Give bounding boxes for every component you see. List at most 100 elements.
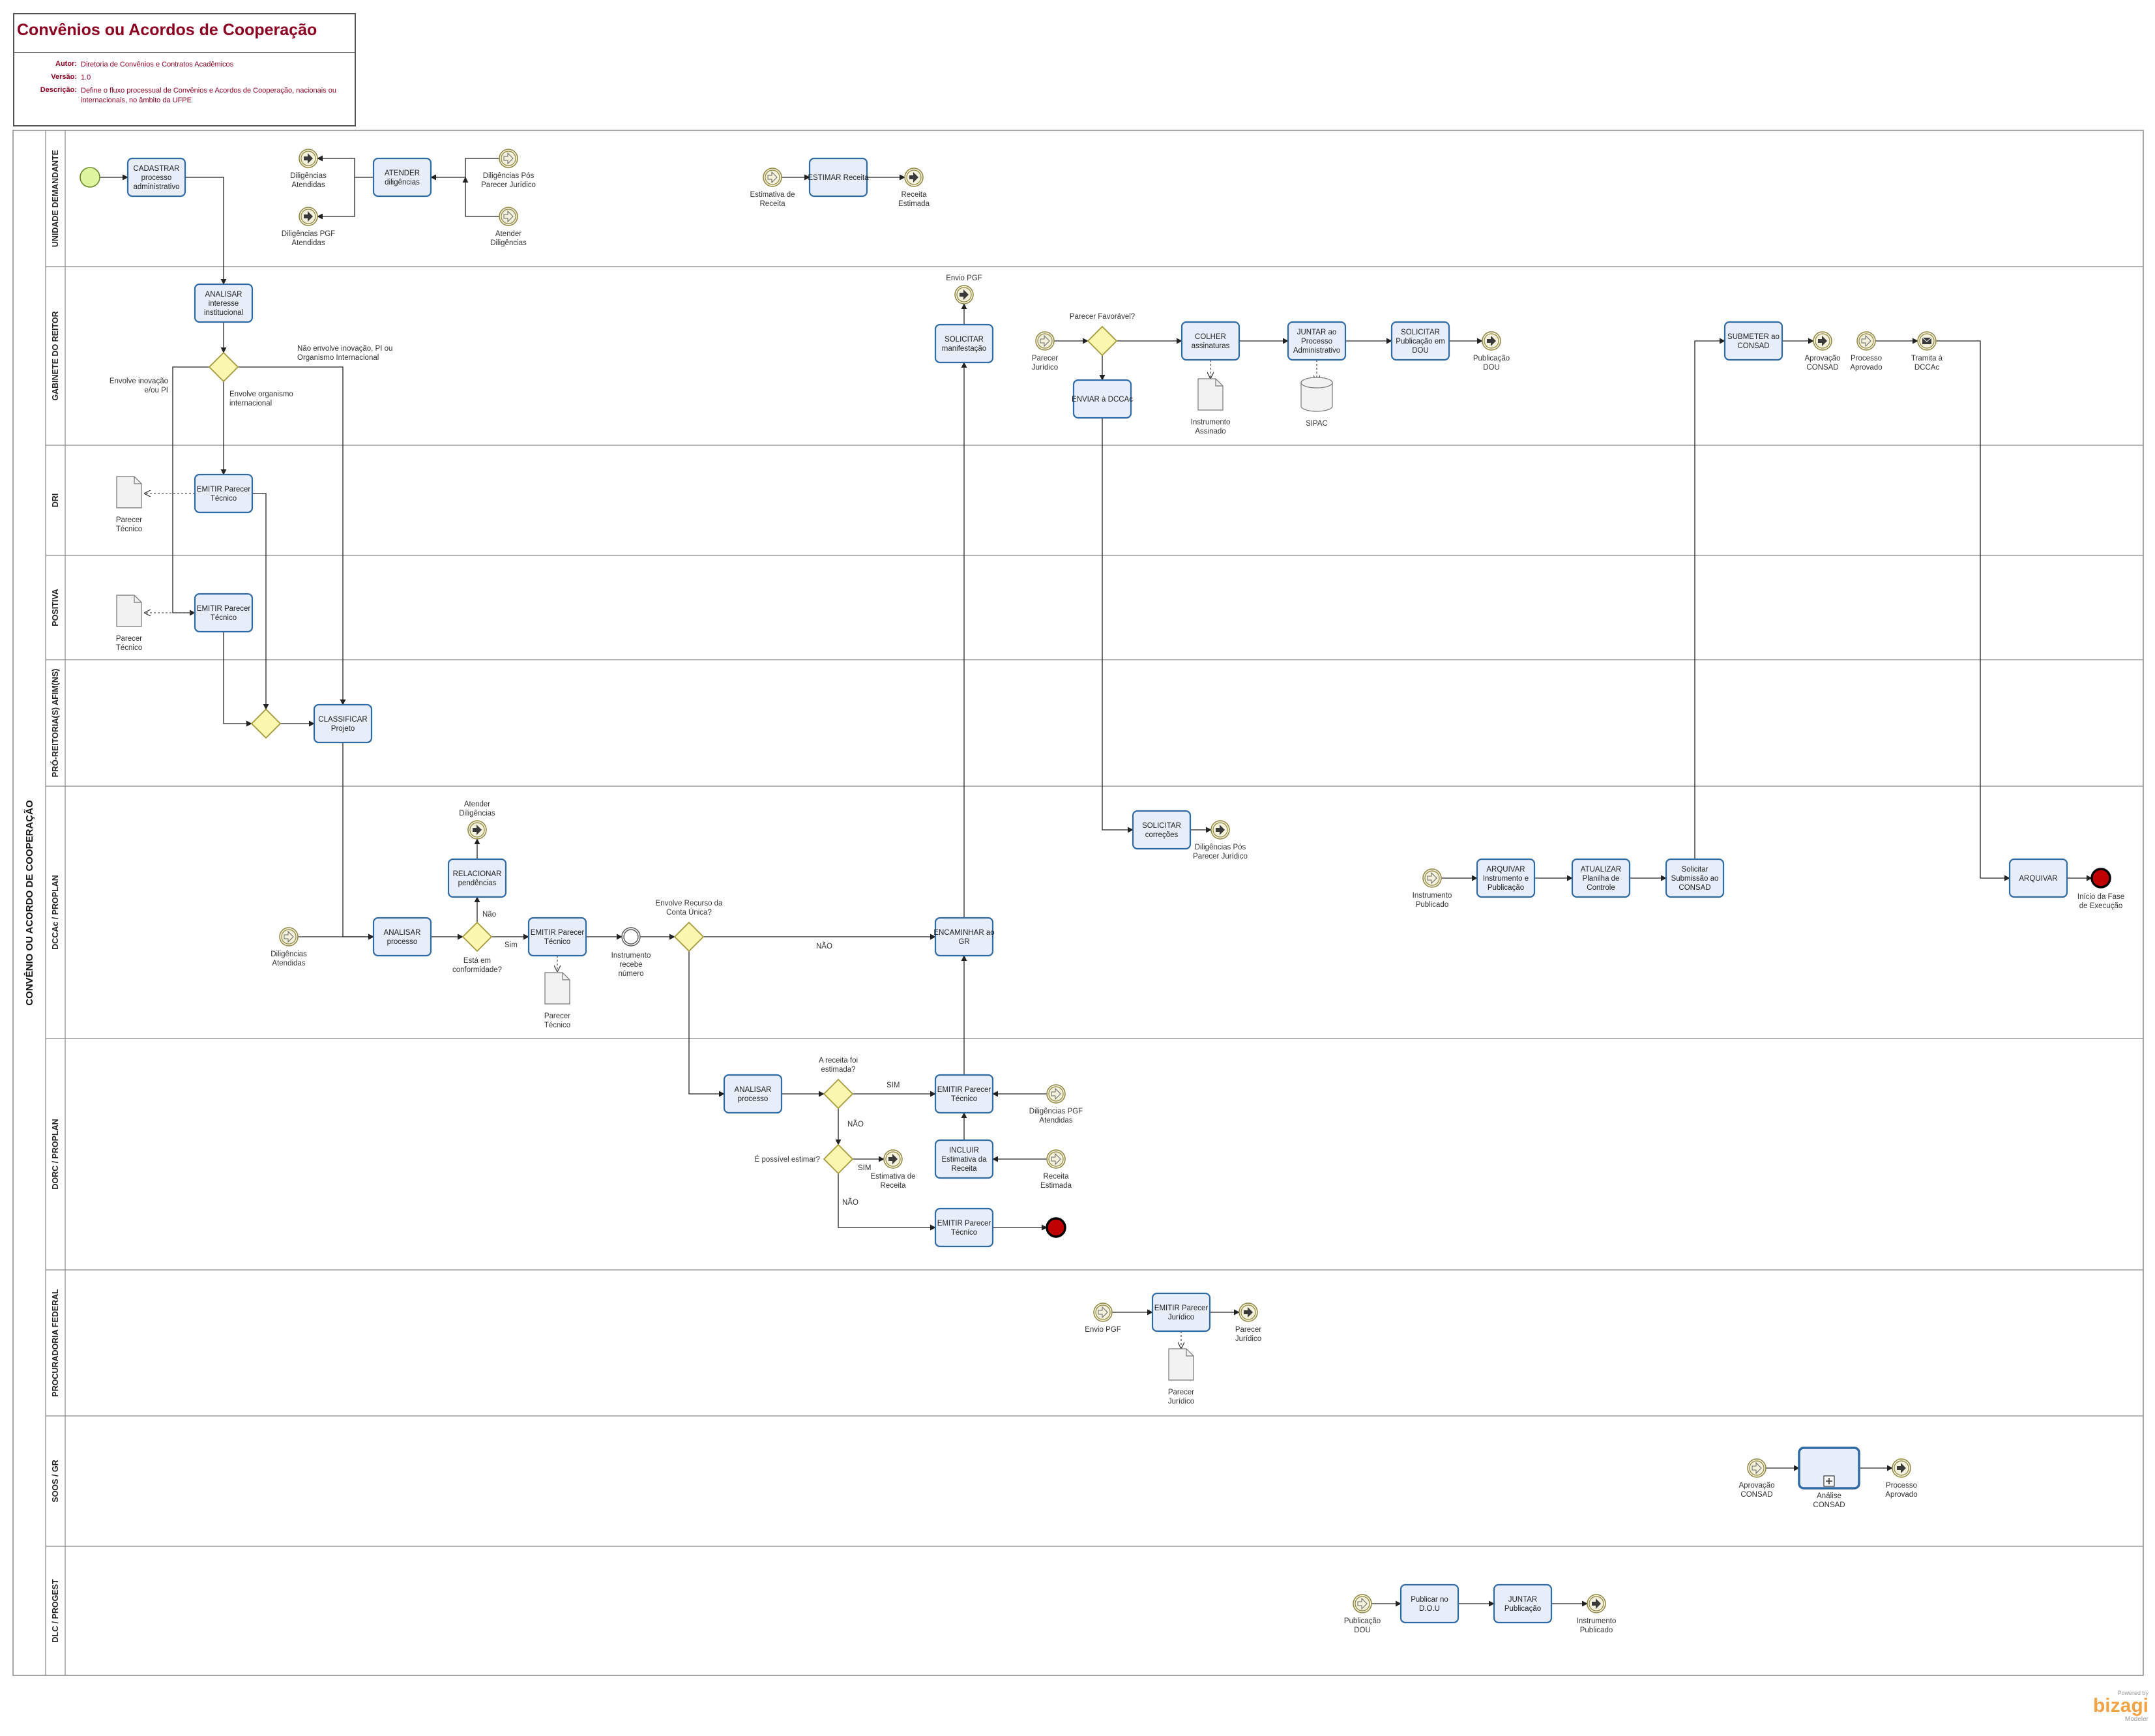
event-label: Atender Diligências <box>459 801 495 817</box>
link-throw-icon <box>1216 825 1225 835</box>
node-t-atualizar: ATUALIZAR Planilha de Controle <box>1571 858 1631 898</box>
node-g-possivel: É possível estimar? <box>755 1143 854 1175</box>
node-db-sipac: SIPAC <box>1300 377 1333 428</box>
header-divider <box>14 52 355 53</box>
task-box <box>1151 1292 1211 1332</box>
bizagi-wordmark: bizagi <box>2092 1695 2148 1716</box>
task-label: SOLICITAR correções <box>1142 822 1181 839</box>
gateway-diamond <box>823 1143 854 1175</box>
node-t-estimar: ESTIMAR Receita <box>808 157 869 198</box>
end-event <box>1046 1217 1066 1238</box>
task-label: ARQUIVAR <box>2019 875 2057 883</box>
event-label: Envio PGF <box>1085 1326 1121 1334</box>
node-t-solicitar-sub: Solicitar Submissão ao CONSAD <box>1665 858 1725 898</box>
task-label: Publicar no D.O.U <box>1411 1596 1448 1613</box>
bizagi-logo: Powered by bizagi Modeler <box>2083 1690 2148 1723</box>
subprocess-label: Análise CONSAD <box>1813 1492 1845 1509</box>
node-e-instr-num: Instrumento recebe número <box>611 927 651 978</box>
node-e-aprov-consad-c: Aprovação CONSAD <box>1739 1458 1775 1499</box>
version-label: Versão: <box>51 73 77 81</box>
node-t-emitir-dccac: EMITIR Parecer Técnico <box>527 917 587 957</box>
intermediate-event <box>623 929 639 945</box>
task-box <box>126 157 186 198</box>
document-icon <box>544 972 570 1005</box>
gateway-diamond <box>673 921 705 952</box>
task-box <box>934 1074 994 1114</box>
task-box <box>2008 858 2068 898</box>
node-e-dil-pos-parecer: Diligências Pós Parecer Jurídico <box>481 149 536 189</box>
task-label: JUNTAR Publicação <box>1504 1596 1541 1613</box>
task-box <box>1287 321 1347 361</box>
node-e-parecer-jur-t: Parecer Jurídico <box>1235 1302 1261 1343</box>
sequence-flow <box>1936 340 2010 881</box>
node-e-pub-dou-c: Publicação DOU <box>1344 1594 1381 1634</box>
document-label: Instrumento Assinado <box>1191 419 1231 435</box>
node-g-recurso: Envolve Recurso da Conta Única? <box>656 900 723 952</box>
task-label: ATUALIZAR Planilha de Controle <box>1581 866 1621 892</box>
node-e-dil-pos-t: Diligências Pós Parecer Jurídico <box>1193 820 1248 861</box>
author-label: Autor: <box>55 60 77 68</box>
link-throw-icon <box>1244 1307 1253 1317</box>
lane-label: SOOS / GR <box>51 1460 60 1502</box>
link-catch-icon <box>1051 1087 1061 1100</box>
event-label: Processo Aprovado <box>1885 1482 1917 1499</box>
sequence-flow <box>238 366 346 705</box>
link-throw-icon <box>304 211 313 222</box>
node-e-atender-dil-c: Atender Diligências <box>490 207 527 247</box>
node-g-favoravel: Parecer Favorável? <box>1070 313 1135 357</box>
sequence-flow <box>688 951 725 1097</box>
sequence-flow <box>317 155 374 178</box>
lane-label: DORC / PROPLAN <box>51 1119 60 1189</box>
diagram-header: Convênios ou Acordos de Cooperação Autor… <box>13 13 356 126</box>
task-label: SUBMETER ao CONSAD <box>1727 333 1780 350</box>
event-label: Receita Estimada <box>898 191 930 208</box>
node-t-solicitar-pub: SOLICITAR Publicação em DOU <box>1390 321 1450 361</box>
node-t-emitir-dorc2: EMITIR Parecer Técnico <box>934 1207 994 1248</box>
node-t-solicitar-manif: SOLICITAR manifestação <box>934 323 994 364</box>
database-label: SIPAC <box>1306 420 1328 428</box>
node-d-parecer-dri: Parecer Técnico <box>116 476 142 533</box>
gateway-label: É possível estimar? <box>755 1155 820 1164</box>
event-label: Aprovação CONSAD <box>1739 1482 1775 1499</box>
event-label: Instrumento recebe número <box>611 952 651 978</box>
link-catch-icon <box>1427 872 1437 885</box>
task-box <box>372 157 432 198</box>
lane-label: DCCAc / PROPLAN <box>51 875 60 950</box>
database-icon <box>1300 383 1333 412</box>
author-value: Diretoria de Convênios e Contratos Acadê… <box>81 61 234 68</box>
gateway-diamond <box>250 708 282 739</box>
task-box <box>194 283 254 323</box>
event-label: Diligências PGF Atendidas <box>282 230 335 247</box>
node-e-envio-pgf-t: Envio PGF <box>946 274 982 304</box>
task-box <box>1571 858 1631 898</box>
event-label: Diligências Pós Parecer Jurídico <box>481 172 536 189</box>
event-label: Diligências Pós Parecer Jurídico <box>1193 844 1248 861</box>
task-box <box>527 917 587 957</box>
sequence-flow <box>838 1173 936 1231</box>
event-label: Aprovação CONSAD <box>1805 355 1841 372</box>
node-e-atender-dil-t: Atender Diligências <box>459 801 495 840</box>
task-box <box>723 1074 783 1114</box>
sequence-flow <box>223 632 252 727</box>
document-icon <box>116 476 142 508</box>
task-box <box>372 917 432 957</box>
task-label: INCLUIR Estimativa da Receita <box>941 1147 987 1173</box>
lane-label: UNIDADE DEMANDANTE <box>51 150 60 247</box>
modeler-text: Modeler <box>2124 1716 2148 1723</box>
link-catch-icon <box>1752 1462 1762 1475</box>
task-label: CADASTRAR processo administrativo <box>134 165 180 191</box>
node-t-classificar: CLASSIFICAR Projeto <box>313 703 373 744</box>
event-label: Estimativa de Receita <box>870 1173 915 1190</box>
task-label: RELACIONAR pendências <box>453 870 502 887</box>
task-box <box>1723 321 1783 361</box>
task-label: EMITIR Parecer Técnico <box>531 929 585 946</box>
link-throw-icon <box>888 1154 898 1164</box>
event-label: Publicação DOU <box>1344 1617 1381 1634</box>
node-t-cadastrar: CADASTRAR processo administrativo <box>126 157 186 198</box>
link-throw-icon <box>960 289 969 300</box>
task-label: COLHER assinaturas <box>1192 333 1230 350</box>
task-box <box>194 473 254 514</box>
node-g1 <box>208 351 239 383</box>
task-label: ANALISAR interesse institucional <box>204 291 243 317</box>
